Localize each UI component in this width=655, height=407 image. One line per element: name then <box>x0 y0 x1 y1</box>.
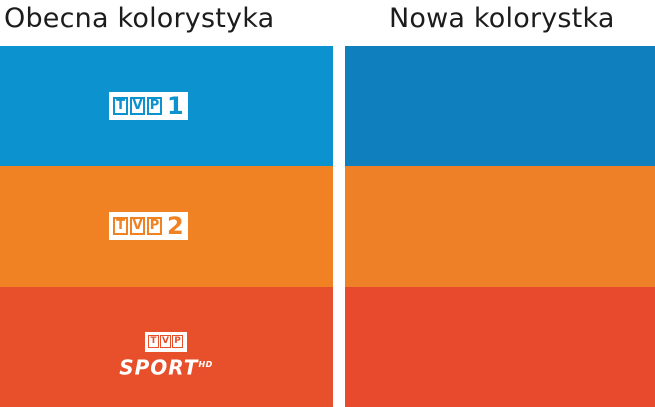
current-colors-column: Obecna kolorystyka T V P 1 T V P 2 T V <box>0 3 333 407</box>
tvp-letter-p: P <box>172 335 183 348</box>
tvp-letter-v: V <box>160 335 171 348</box>
new-blue-band <box>345 46 655 166</box>
new-colors-column: Nowa kolorystka <box>345 0 655 407</box>
new-orange-band <box>345 166 655 287</box>
new-red-band <box>345 287 655 407</box>
tvp-sport-logo: T V P SPORTHD <box>96 328 236 378</box>
tvp-letter-p: P <box>147 217 162 235</box>
tvp-sport-color-band: T V P SPORTHD <box>0 287 333 407</box>
tvp1-color-band: T V P 1 <box>0 46 333 166</box>
tvp-letter-t: T <box>113 97 128 115</box>
hd-badge: HD <box>198 359 213 369</box>
sport-text: SPORT <box>119 355 199 380</box>
new-colors-title: Nowa kolorystka <box>389 3 615 34</box>
tvp2-logo: T V P 2 <box>109 212 188 240</box>
tvp-letter-v: V <box>130 97 145 115</box>
tvp-letter-t: T <box>148 335 159 348</box>
tvp2-color-band: T V P 2 <box>0 166 333 287</box>
tvp1-number: 1 <box>167 92 184 120</box>
tvp1-logo: T V P 1 <box>109 92 188 120</box>
sport-wordmark: SPORTHD <box>96 354 236 380</box>
tvp2-number: 2 <box>167 212 184 240</box>
tvp-letter-v: V <box>130 217 145 235</box>
tvp-letter-t: T <box>113 217 128 235</box>
tvp-letter-p: P <box>147 97 162 115</box>
current-colors-title: Obecna kolorystyka <box>4 3 275 34</box>
